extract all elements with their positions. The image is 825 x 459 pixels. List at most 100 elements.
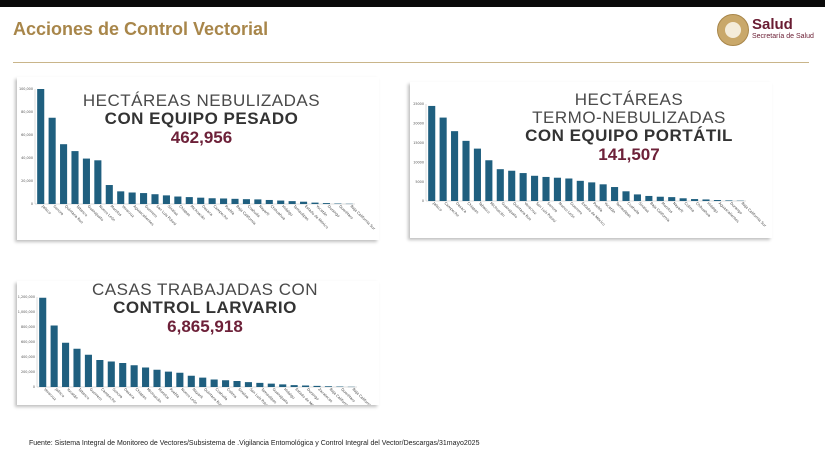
bar: [531, 175, 539, 201]
bar: [119, 363, 127, 387]
bar: [233, 381, 241, 387]
chart-title-line2: CON EQUIPO PESADO: [104, 108, 299, 128]
y-tick-label: 60,000: [21, 133, 33, 137]
y-tick-label: 1,000,000: [18, 310, 35, 314]
bar: [254, 199, 262, 204]
bar: [290, 385, 298, 387]
y-tick-label: 10000: [413, 160, 424, 164]
bar: [117, 191, 125, 204]
y-tick-label: 25000: [413, 102, 424, 106]
bar: [451, 131, 459, 201]
category-label: Baja California Sur: [741, 201, 768, 228]
category-label: San Luis Potosí: [535, 201, 558, 224]
bar: [50, 325, 58, 387]
category-label: Oaxaca: [123, 387, 135, 399]
bar: [244, 382, 252, 387]
bar: [187, 375, 195, 387]
bar: [302, 385, 310, 387]
category-label: Tabasco: [77, 387, 91, 401]
category-label: Jalisco: [431, 201, 443, 213]
bar: [39, 297, 47, 387]
bar: [311, 202, 319, 204]
y-tick-label: 1,200,000: [18, 295, 35, 299]
bar: [174, 196, 182, 204]
y-tick-label: 0: [33, 385, 35, 389]
salud-logo: Salud Secretaría de Salud: [717, 14, 817, 46]
category-label: Tabasco: [477, 201, 491, 215]
logo-name: Salud: [752, 16, 793, 33]
y-tick-label: 100,000: [19, 87, 33, 91]
category-label: Colima: [226, 387, 238, 399]
category-label: Jalisco: [54, 387, 66, 399]
y-tick-label: 200,000: [21, 370, 35, 374]
bar: [485, 160, 493, 201]
category-label: Baja California Sur: [352, 387, 379, 405]
category-label: Jalisco: [40, 204, 52, 216]
category-label: Baja California Sur: [350, 204, 377, 231]
category-label: Yucatán: [603, 201, 616, 214]
chart-casas-control-larvario: 0 200,000 400,000 600,000 800,000 1,000,000 1,…: [17, 281, 379, 405]
chart-title-line1: HECTÁREAS: [574, 90, 684, 109]
bar: [265, 199, 273, 204]
bar: [48, 117, 56, 204]
bar: [611, 187, 619, 201]
bar: [322, 203, 330, 204]
bar: [37, 89, 45, 204]
chart-total: 141,507: [598, 144, 660, 164]
bar: [277, 200, 285, 204]
bar: [279, 384, 287, 387]
bar: [428, 105, 436, 201]
seal-icon: [717, 14, 749, 46]
bar: [105, 185, 113, 204]
category-label: Sonora: [52, 204, 64, 216]
bar: [73, 348, 81, 387]
bar: [71, 151, 79, 204]
top-bar: [0, 0, 825, 7]
bar: [162, 195, 170, 204]
chart-title-line3: CON EQUIPO PORTÁTIL: [525, 125, 733, 145]
bar: [210, 379, 218, 387]
bar: [553, 177, 561, 201]
title-divider: [13, 62, 809, 63]
chart-total: 462,956: [170, 127, 233, 147]
bar: [508, 170, 516, 201]
bar: [439, 117, 447, 201]
y-tick-label: 15000: [413, 141, 424, 145]
bar: [140, 193, 148, 204]
bar: [185, 197, 193, 204]
y-tick-label: 800,000: [21, 325, 35, 329]
bar: [242, 199, 250, 204]
category-label: Puebla: [592, 201, 603, 212]
bar: [300, 201, 308, 204]
category-label: Colima: [683, 201, 695, 213]
bar: [588, 182, 596, 201]
bar: [128, 192, 136, 204]
bar: [96, 360, 104, 387]
bar: [679, 198, 687, 201]
chart-total: 6,865,918: [167, 316, 243, 336]
bar: [725, 200, 733, 201]
y-tick-label: 5000: [415, 180, 424, 184]
bar: [645, 195, 653, 201]
chart-title: CASAS TRABAJADAS CON CONTROL LARVARIO 6,…: [89, 281, 321, 336]
bar: [622, 191, 630, 201]
bar: [164, 371, 172, 387]
bar: [84, 354, 92, 387]
bar: [231, 198, 239, 204]
bar: [142, 367, 150, 387]
category-label: Puebla: [169, 387, 180, 398]
chart-title-line1: CASAS TRABAJADAS CON: [91, 280, 319, 299]
bar: [565, 178, 573, 201]
bar: [324, 386, 332, 387]
y-tick-label: 0: [422, 199, 424, 203]
bar: [519, 173, 527, 201]
bar: [94, 160, 102, 204]
category-label: Nayarit: [672, 201, 685, 214]
category-label: Sonora: [546, 201, 558, 213]
bar: [153, 369, 161, 387]
category-label: Puebla: [224, 204, 235, 215]
bar: [151, 194, 159, 204]
source-note: Fuente: Sistema Integral de Monitoreo de…: [29, 440, 480, 447]
